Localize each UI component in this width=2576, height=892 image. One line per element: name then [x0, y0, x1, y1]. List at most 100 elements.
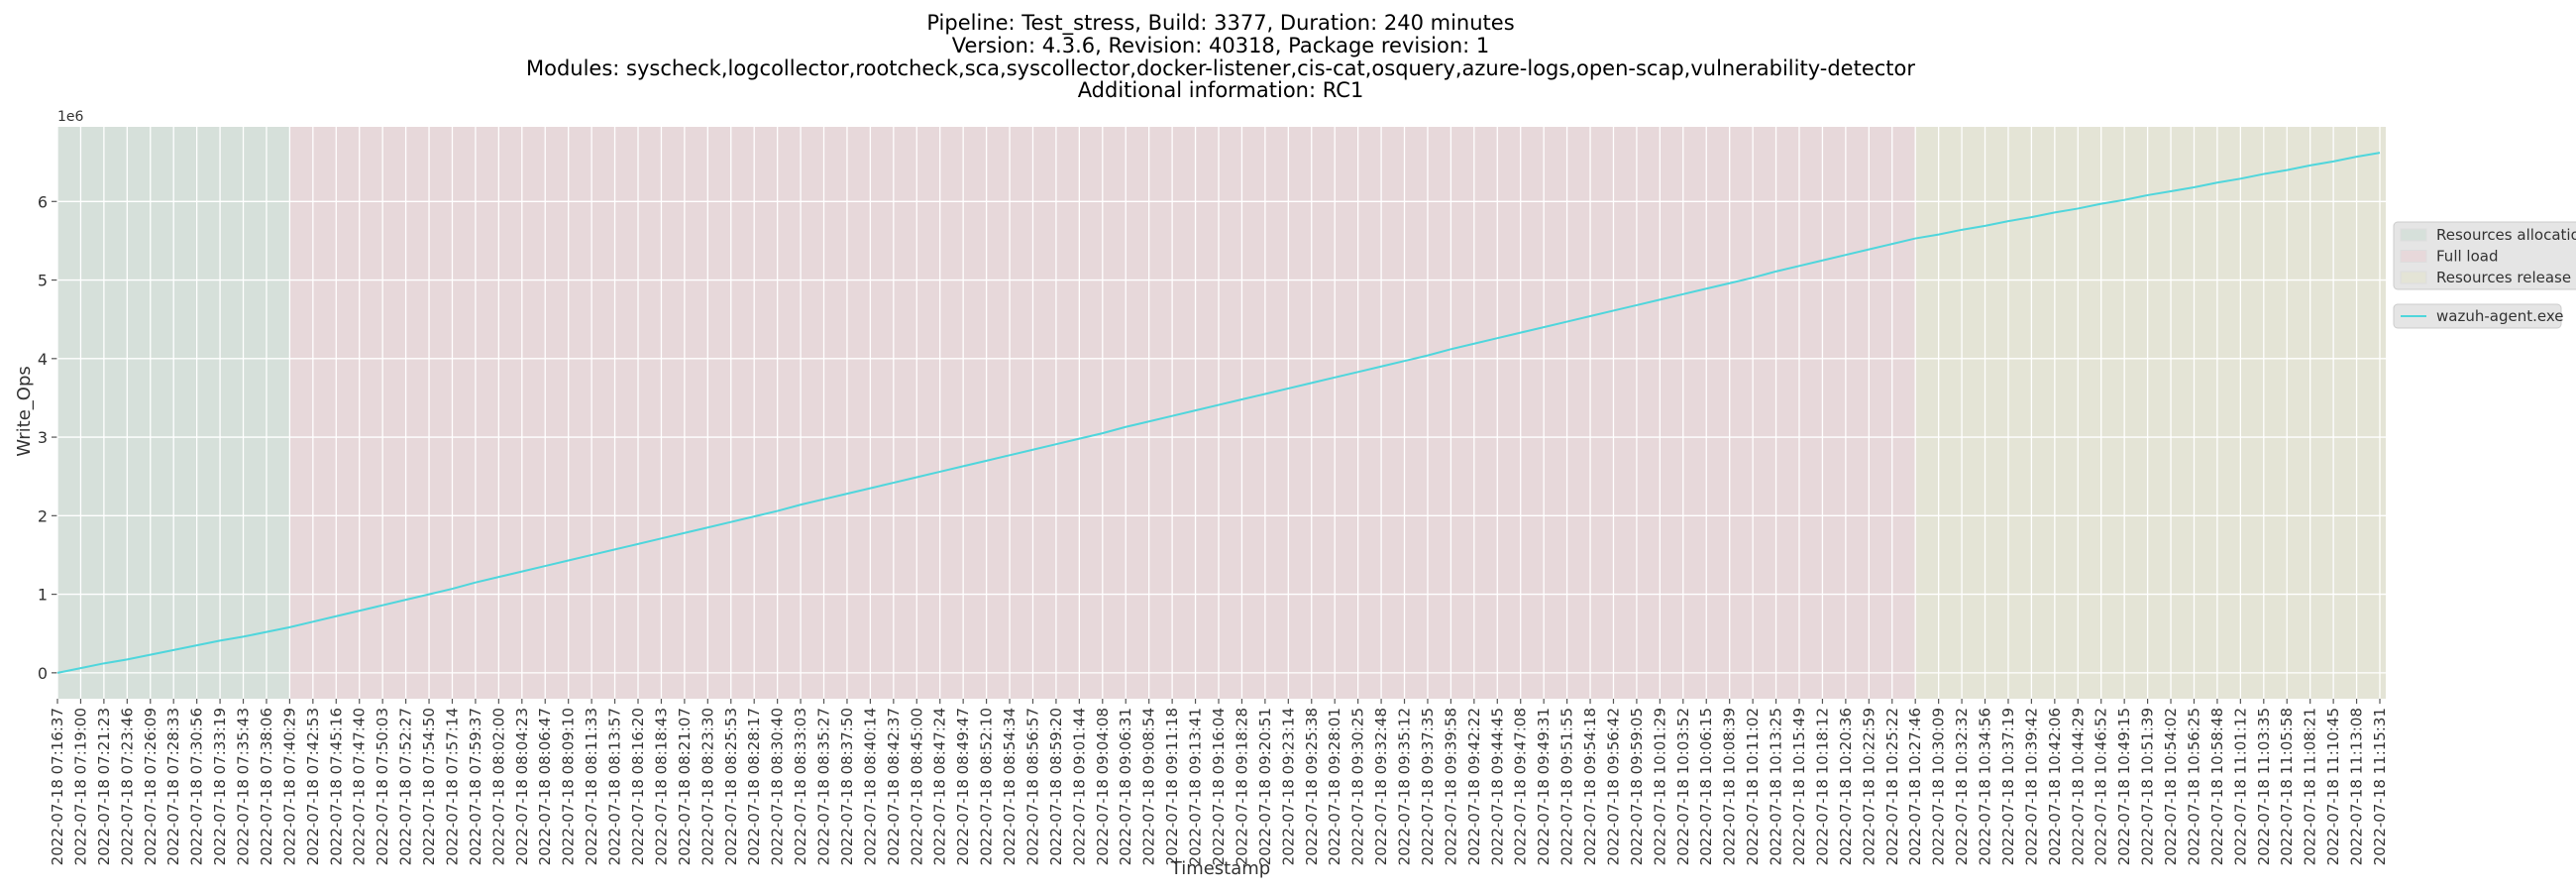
x-tick-label: 2022-07-18 08:35:27: [815, 708, 833, 865]
x-tick-label: 2022-07-18 08:54:34: [1001, 708, 1019, 865]
legend-label: Full load: [2436, 248, 2498, 266]
x-tick-label: 2022-07-18 10:08:39: [1721, 708, 1739, 865]
title-line: Version: 4.3.6, Revision: 40318, Package…: [952, 34, 1490, 57]
y-axis-label: Write_Ops: [14, 366, 35, 457]
title-line: Modules: syscheck,logcollector,rootcheck…: [526, 56, 1915, 80]
x-tick-label: 2022-07-18 08:25:53: [722, 708, 740, 865]
x-tick-label: 2022-07-18 10:46:52: [2093, 708, 2110, 865]
title-line: Additional information: RC1: [1078, 78, 1364, 102]
x-tick-label: 2022-07-18 07:33:19: [211, 708, 229, 865]
x-tick-label: 2022-07-18 10:54:02: [2162, 708, 2180, 865]
y-tick-label: 2: [38, 506, 48, 525]
x-tick-label: 2022-07-18 07:40:29: [280, 708, 298, 865]
x-tick-label: 2022-07-18 07:26:09: [142, 708, 160, 865]
x-tick-label: 2022-07-18 10:20:36: [1837, 708, 1855, 865]
x-tick-label: 2022-07-18 07:38:06: [258, 708, 275, 865]
x-tick-label: 2022-07-18 09:59:05: [1628, 708, 1646, 865]
x-tick-label: 2022-07-18 07:21:23: [95, 708, 113, 865]
x-tick-label: 2022-07-18 09:35:12: [1396, 708, 1414, 865]
x-tick-label: 2022-07-18 10:13:25: [1768, 708, 1785, 865]
x-tick-label: 2022-07-18 08:21:07: [676, 708, 694, 865]
x-tick-label: 2022-07-18 09:20:51: [1256, 708, 1274, 865]
x-tick-label: 2022-07-18 09:23:14: [1279, 708, 1297, 865]
x-tick-label: 2022-07-18 08:04:23: [513, 708, 531, 865]
x-tick-label: 2022-07-18 09:13:41: [1187, 708, 1205, 865]
x-tick-label: 2022-07-18 10:01:29: [1651, 708, 1668, 865]
x-tick-label: 2022-07-18 07:59:37: [467, 708, 484, 865]
x-tick-label: 2022-07-18 08:56:57: [1023, 708, 1041, 865]
x-tick-label: 2022-07-18 09:04:08: [1094, 708, 1112, 865]
x-tick-label: 2022-07-18 09:39:58: [1442, 708, 1459, 865]
x-tick-label: 2022-07-18 10:49:15: [2115, 708, 2133, 865]
x-tick-label: 2022-07-18 10:22:59: [1860, 708, 1878, 865]
legend-box: [2393, 303, 2562, 329]
x-tick-label: 2022-07-18 11:03:35: [2255, 708, 2273, 865]
x-tick-label: 2022-07-18 07:28:33: [164, 708, 182, 865]
y-tick-label: 5: [38, 272, 48, 290]
x-tick-label: 2022-07-18 10:18:12: [1813, 708, 1831, 865]
x-tick-label: 2022-07-18 11:10:45: [2324, 708, 2342, 865]
x-tick-label: 2022-07-18 08:06:47: [536, 708, 554, 865]
x-tick-label: 2022-07-18 08:28:17: [745, 708, 763, 865]
x-tick-label: 2022-07-18 10:44:29: [2069, 708, 2087, 865]
x-tick-label: 2022-07-18 07:19:00: [71, 708, 89, 865]
legend-label: Resources allocation: [2436, 226, 2576, 244]
x-tick-label: 2022-07-18 09:01:44: [1070, 708, 1088, 865]
x-tick-label: 2022-07-18 09:16:04: [1210, 708, 1228, 865]
x-tick-label: 2022-07-18 11:15:31: [2371, 708, 2389, 865]
x-tick-label: 2022-07-18 11:08:21: [2302, 708, 2319, 865]
x-tick-label: 2022-07-18 08:47:24: [931, 708, 949, 865]
x-tick-label: 2022-07-18 07:47:40: [351, 708, 369, 865]
x-tick-label: 2022-07-18 09:30:25: [1349, 708, 1367, 865]
x-tick-label: 2022-07-18 09:08:54: [1140, 708, 1158, 865]
x-tick-label: 2022-07-18 09:44:45: [1488, 708, 1506, 865]
x-tick-label: 2022-07-18 09:32:48: [1372, 708, 1390, 865]
title-line: Pipeline: Test_stress, Build: 3377, Dura…: [926, 11, 1514, 36]
y-offset-label: 1e6: [57, 109, 84, 125]
x-tick-label: 2022-07-18 10:39:42: [2022, 708, 2040, 865]
legend-label: wazuh-agent.exe: [2436, 307, 2563, 325]
x-tick-label: 2022-07-18 08:45:00: [908, 708, 925, 865]
x-tick-label: 2022-07-18 08:02:00: [489, 708, 507, 865]
x-tick-label: 2022-07-18 08:11:33: [583, 708, 600, 865]
x-tick-label: 2022-07-18 10:34:56: [1977, 708, 1994, 865]
x-tick-label: 2022-07-18 09:51:55: [1558, 708, 1576, 865]
x-tick-label: 2022-07-18 08:23:30: [698, 708, 716, 865]
x-tick-label: 2022-07-18 09:25:38: [1303, 708, 1321, 865]
x-tick-label: 2022-07-18 09:18:28: [1233, 708, 1250, 865]
series-line: [56, 152, 2381, 674]
x-tick-label: 2022-07-18 09:49:31: [1535, 708, 1553, 865]
x-tick-label: 2022-07-18 09:47:08: [1512, 708, 1530, 865]
x-tick-label: 2022-07-18 09:54:18: [1581, 708, 1599, 865]
x-tick-label: 2022-07-18 10:37:19: [1999, 708, 2017, 865]
x-tick-label: 2022-07-18 08:18:43: [652, 708, 670, 865]
x-tick-label: 2022-07-18 10:56:25: [2185, 708, 2202, 865]
x-tick-label: 2022-07-18 10:32:32: [1953, 708, 1971, 865]
x-tick-label: 2022-07-18 08:40:14: [861, 708, 879, 865]
x-tick-label: 2022-07-18 11:13:08: [2348, 708, 2366, 865]
y-tick-label: 3: [38, 428, 48, 447]
legend-swatch: [2400, 271, 2427, 284]
x-tick-label: 2022-07-18 07:42:53: [304, 708, 322, 865]
x-tick-label: 2022-07-18 11:01:12: [2231, 708, 2249, 865]
x-tick-label: 2022-07-18 08:49:47: [954, 708, 972, 865]
x-tick-label: 2022-07-18 07:50:03: [374, 708, 391, 865]
x-tick-label: 2022-07-18 08:30:40: [769, 708, 787, 865]
legend-label: Resources release: [2436, 269, 2571, 286]
x-tick-label: 2022-07-18 07:57:14: [443, 708, 461, 865]
x-tick-label: 2022-07-18 11:05:58: [2278, 708, 2296, 865]
x-tick-label: 2022-07-18 09:28:01: [1326, 708, 1343, 865]
y-tick-label: 0: [38, 664, 48, 683]
x-tick-label: 2022-07-18 07:52:27: [397, 708, 415, 865]
legend-swatch: [2400, 250, 2427, 263]
x-tick-label: 2022-07-18 07:54:50: [420, 708, 438, 865]
x-tick-label: 2022-07-18 07:45:16: [327, 708, 345, 865]
x-tick-label: 2022-07-18 10:03:52: [1674, 708, 1692, 865]
y-tick-label: 1: [38, 586, 48, 605]
x-tick-label: 2022-07-18 08:52:10: [978, 708, 996, 865]
x-tick-label: 2022-07-18 10:58:48: [2208, 708, 2226, 865]
x-tick-label: 2022-07-18 10:27:46: [1906, 708, 1924, 865]
x-tick-label: 2022-07-18 09:56:42: [1604, 708, 1622, 865]
